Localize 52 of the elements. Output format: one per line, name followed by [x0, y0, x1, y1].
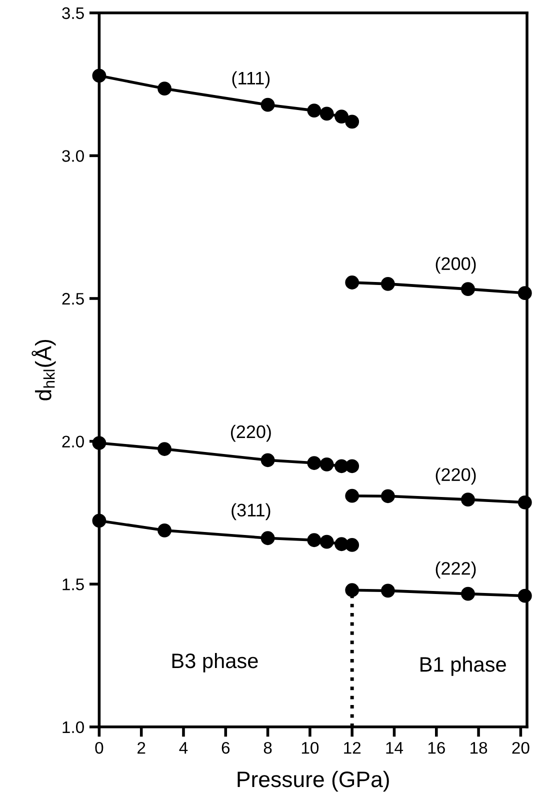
point — [320, 106, 334, 121]
x-tick-label: 0 — [95, 742, 104, 754]
point — [345, 583, 360, 598]
point — [307, 104, 322, 118]
point — [380, 489, 395, 504]
point — [320, 457, 334, 472]
series-label: (220) — [230, 424, 271, 442]
series-label: (111) — [232, 71, 270, 88]
y-tick-label: 1.5 — [62, 578, 84, 590]
point — [158, 442, 172, 456]
point — [345, 538, 360, 552]
x-tick-label: 18 — [470, 742, 488, 754]
y-tick-label: 1.0 — [62, 721, 84, 734]
y-tick-label: 2.5 — [62, 292, 84, 305]
point — [345, 276, 360, 290]
point — [260, 531, 275, 546]
x-tick-label: 8 — [264, 742, 272, 754]
y-axis-title: d$_{hkl}$(Å) — [32, 340, 56, 400]
y-tick-label: 3.5 — [62, 7, 84, 20]
point — [158, 523, 172, 538]
series-label: (200) — [436, 256, 476, 274]
point — [334, 110, 348, 124]
series-label: (220) — [436, 468, 476, 485]
point — [461, 586, 475, 601]
x-tick-label: 14 — [386, 742, 404, 754]
y-tick-label: 2.0 — [62, 436, 84, 448]
series-label: (222) — [436, 562, 476, 578]
annotation: B3 phase — [172, 652, 258, 672]
point — [260, 453, 275, 468]
x-tick-label: 16 — [428, 742, 445, 754]
point — [307, 456, 322, 470]
point — [320, 534, 334, 549]
x-tick-label: 20 — [512, 742, 530, 754]
y-tick-label: 3.0 — [62, 150, 84, 162]
point — [307, 533, 322, 548]
x-tick-label: 2 — [138, 742, 146, 754]
x-axis-title: Pressure (GPa) — [238, 770, 389, 792]
x-tick-label: 10 — [302, 742, 319, 754]
point — [158, 82, 172, 96]
point — [461, 282, 475, 296]
point — [345, 459, 360, 474]
annotation: B1 phase — [420, 656, 506, 676]
x-tick-label: 6 — [222, 742, 230, 754]
point — [345, 114, 360, 129]
x-tick-label: 4 — [179, 742, 188, 754]
point — [380, 276, 395, 291]
point — [461, 492, 475, 507]
point — [345, 488, 360, 503]
series-label: (311) — [232, 503, 270, 520]
point — [380, 584, 395, 598]
x-tick-label: 12 — [344, 742, 361, 754]
point — [260, 98, 275, 112]
